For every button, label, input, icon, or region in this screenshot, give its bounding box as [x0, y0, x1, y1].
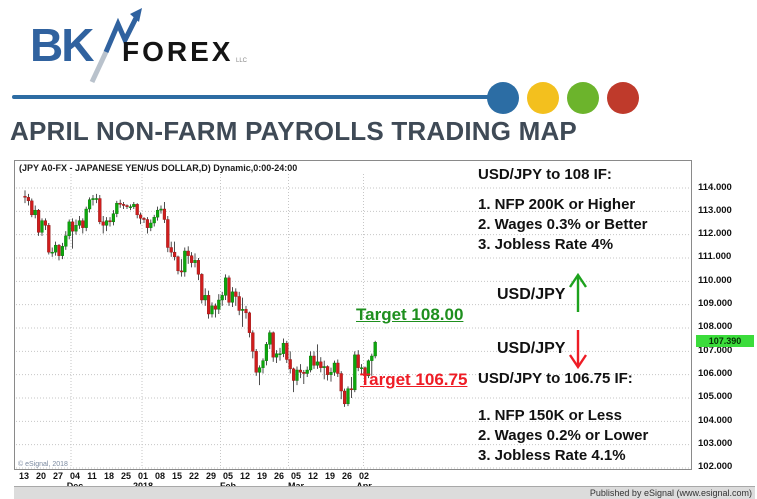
date-tick: 11: [87, 471, 97, 481]
price-axis-label: 107.000: [698, 344, 733, 356]
price-axis-label: 103.000: [698, 438, 733, 450]
price-axis-label: 111.000: [698, 251, 732, 263]
date-tick: 26: [273, 471, 285, 481]
date-tick: 01: [137, 471, 149, 481]
date-tick: 02: [358, 471, 370, 481]
current-price-badge: 107.390: [696, 335, 754, 348]
down-scenario-conditions: 1. NFP 150K or Less 2. Wages 0.2% or Low…: [478, 406, 648, 466]
condition-line: 1. NFP 150K or Less: [478, 407, 622, 424]
candlestick-chart: [16, 174, 689, 469]
chart-panel: (JPY A0-FX - JAPANESE YEN/US DOLLAR,D) D…: [14, 160, 755, 499]
price-axis-label: 109.000: [698, 298, 733, 310]
condition-line: 2. Wages 0.3% or Better: [478, 216, 648, 233]
date-tick: 22: [188, 471, 200, 481]
published-by-text: Published by eSignal (www.esignal.com): [589, 488, 752, 498]
page-title: APRIL NON-FARM PAYROLLS TRADING MAP: [10, 116, 577, 146]
up-scenario-conditions: 1. NFP 200K or Higher 2. Wages 0.3% or B…: [478, 195, 648, 255]
condition-line: 1. NFP 200K or Higher: [478, 196, 636, 213]
price-axis-label: 102.000: [698, 461, 733, 473]
price-axis-label: 112.000: [698, 228, 732, 240]
condition-line: 3. Jobless Rate 4%: [478, 236, 614, 253]
header-circle: [567, 82, 599, 114]
brand-forex: FOREX: [122, 36, 234, 67]
date-tick: 12: [307, 471, 319, 481]
date-tick: 04: [69, 471, 81, 481]
date-tick: 20: [35, 471, 47, 481]
price-axis-label: 110.000: [698, 274, 732, 286]
date-axis: 13 20 27 04 11 18 25 01 08 15 22 29 05 12 19 26 05 12 19 26…: [14, 470, 692, 491]
date-tick: 19: [256, 471, 268, 481]
price-axis-label: 106.000: [698, 368, 733, 380]
header-circle: [607, 82, 639, 114]
date-tick: 29: [205, 471, 217, 481]
esignal-copyright: © eSignal, 2018: [18, 461, 68, 468]
down-scenario-title: USD/JPY to 106.75 IF:: [478, 370, 633, 387]
date-tick: 15: [171, 471, 183, 481]
date-tick: 18: [103, 471, 115, 481]
date-tick: 08: [154, 471, 166, 481]
chart-window-title: (JPY A0-FX - JAPANESE YEN/US DOLLAR,D) D…: [19, 163, 298, 173]
pair-up-label: USD/JPY: [497, 286, 566, 303]
date-tick: 05: [222, 471, 234, 481]
price-axis-label: 105.000: [698, 391, 733, 403]
down-arrow-icon: [569, 330, 587, 370]
candlestick-plot-area: (JPY A0-FX - JAPANESE YEN/US DOLLAR,D) D…: [14, 160, 692, 470]
condition-line: 2. Wages 0.2% or Lower: [478, 427, 649, 444]
price-axis-label: 104.000: [698, 414, 733, 426]
target-down-label: Target 106.75: [360, 370, 468, 389]
date-tick: 12: [239, 471, 251, 481]
date-tick: 27: [52, 471, 64, 481]
date-tick: 13: [18, 471, 30, 481]
price-axis-label: 113.000: [698, 204, 732, 216]
condition-line: 3. Jobless Rate 4.1%: [478, 447, 626, 464]
price-axis-label: 108.000: [698, 321, 733, 333]
target-up-label: Target 108.00: [356, 305, 464, 324]
date-tick: 19: [324, 471, 336, 481]
date-tick: 25: [120, 471, 132, 481]
up-scenario-title: USD/JPY to 108 IF:: [478, 166, 612, 183]
trend-arrow-icon: [89, 8, 142, 84]
footer-bar: Published by eSignal (www.esignal.com): [14, 486, 755, 499]
header-divider-line: [12, 95, 504, 99]
header-circle: [527, 82, 559, 114]
price-axis-label: 114.000: [698, 181, 732, 193]
brand-llc: LLC: [236, 58, 248, 64]
up-arrow-icon: [569, 272, 587, 312]
brand-bk: BK: [30, 19, 94, 71]
header-circle: [487, 82, 519, 114]
date-tick: 05: [290, 471, 302, 481]
date-tick: 26: [341, 471, 353, 481]
pair-down-label: USD/JPY: [497, 340, 566, 357]
